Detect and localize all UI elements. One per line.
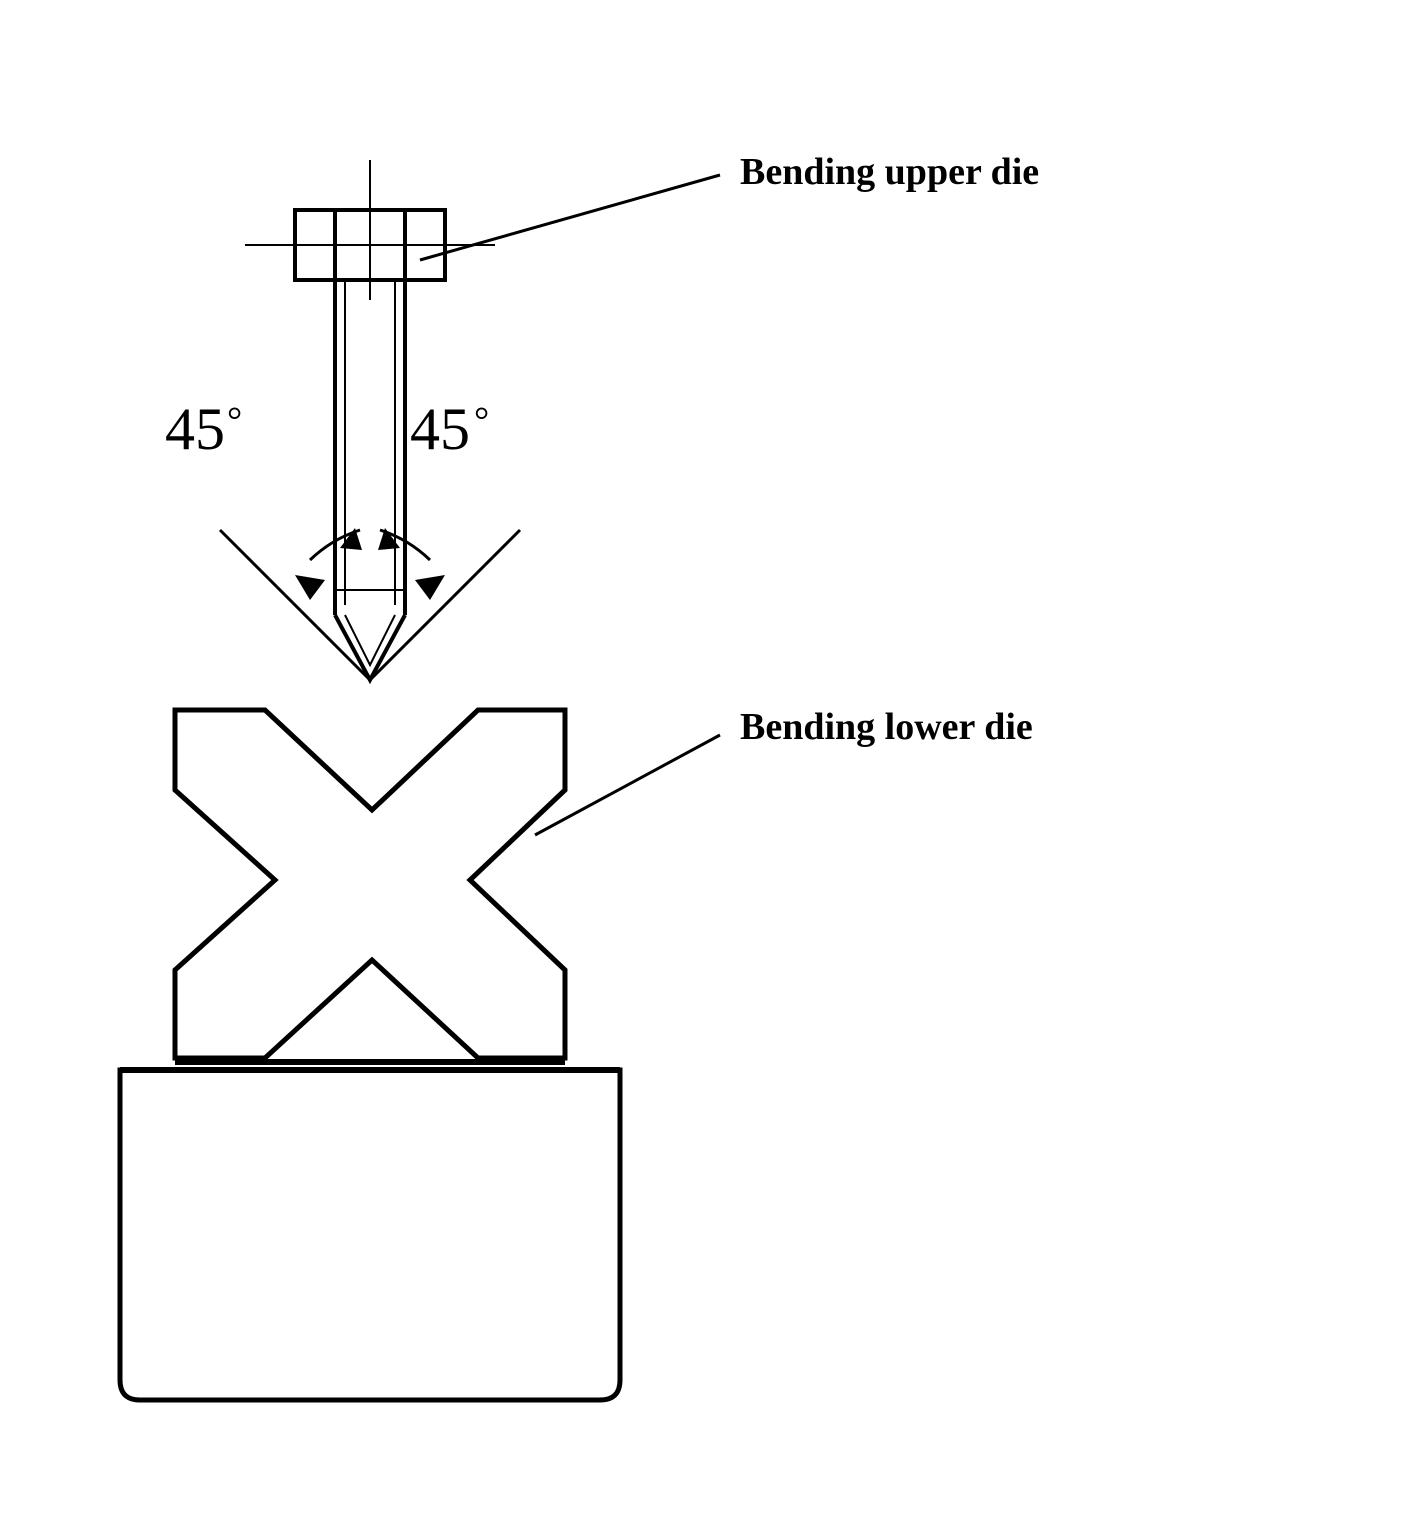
degree-right: °: [474, 400, 489, 442]
angle-left-value: 45: [165, 396, 225, 462]
diagram-svg: [0, 0, 1417, 1523]
angle-right-value: 45: [410, 396, 470, 462]
lower-die-shape: [175, 710, 565, 1062]
degree-left: °: [227, 400, 242, 442]
lower-die-label: Bending lower die: [740, 705, 1033, 749]
angle-indicators: [220, 528, 520, 680]
angle-left-label: 45°: [165, 395, 240, 464]
upper-die-label: Bending upper die: [740, 150, 1039, 194]
base-block: [120, 1070, 620, 1400]
angle-right-label: 45°: [410, 395, 485, 464]
bending-die-diagram: Bending upper die Bending lower die 45° …: [0, 0, 1417, 1523]
label-leaders: [420, 175, 720, 835]
